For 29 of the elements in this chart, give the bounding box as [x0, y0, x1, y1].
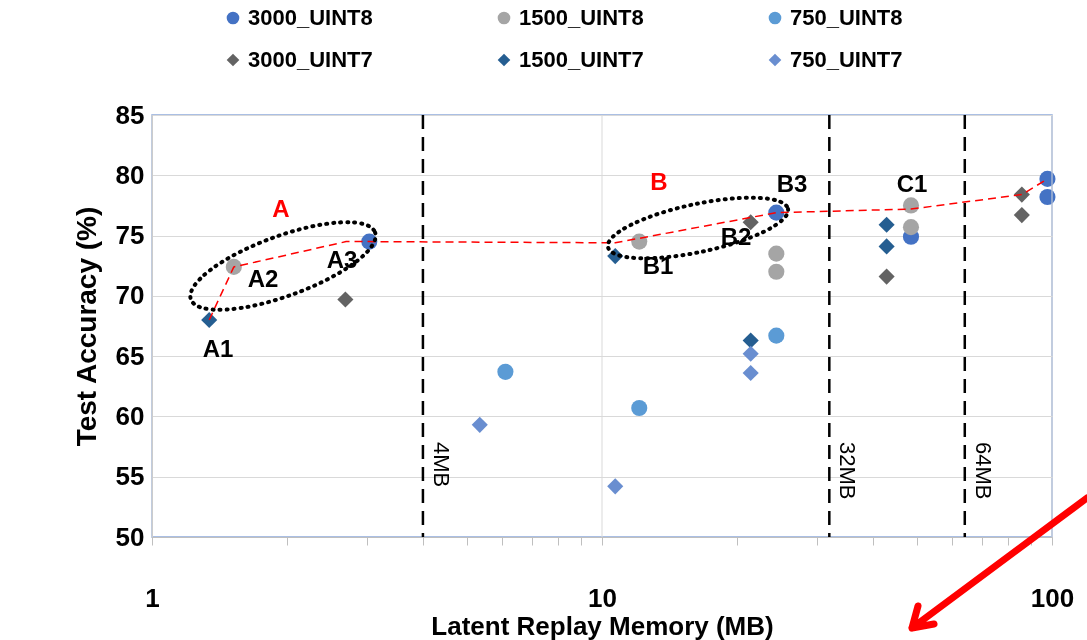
- y-tick-label: 60: [115, 400, 145, 431]
- x-tick-label: 10: [588, 582, 617, 613]
- legend-label: 3000_UINT7: [248, 47, 373, 72]
- annotation: A: [272, 195, 290, 222]
- annotation: A1: [202, 335, 234, 362]
- x-axis-title: Latent Replay Memory (MB): [431, 610, 774, 640]
- y-tick-label: 85: [115, 99, 145, 130]
- legend-label: 1500_UINT8: [519, 5, 644, 30]
- annotation: A2: [247, 265, 279, 292]
- legend-label: 750_UINT7: [790, 47, 903, 72]
- y-tick-label: 55: [115, 461, 145, 492]
- y-tick-label: 70: [115, 280, 145, 311]
- legend-label: 1500_UINT7: [519, 47, 644, 72]
- y-tick-label: 80: [115, 159, 145, 190]
- ref-line-label: 32MB: [835, 442, 861, 500]
- ref-line-label: 64MB: [970, 442, 996, 500]
- legend-label: 3000_UINT8: [248, 5, 373, 30]
- annotation: B3: [776, 170, 808, 197]
- x-tick-label: 1: [145, 582, 160, 613]
- x-tick-label: 100: [1030, 582, 1075, 613]
- y-tick-label: 65: [115, 340, 145, 371]
- legend-label: 750_UINT8: [790, 5, 903, 30]
- ref-line-label: 4MB: [428, 442, 454, 488]
- annotation: C1: [896, 170, 928, 197]
- y-tick-label: 75: [115, 220, 145, 251]
- annotation: A3: [326, 246, 358, 273]
- y-axis-title: Test Accuracy (%): [70, 206, 102, 447]
- annotation: B: [650, 168, 668, 195]
- y-tick-label: 50: [115, 521, 145, 552]
